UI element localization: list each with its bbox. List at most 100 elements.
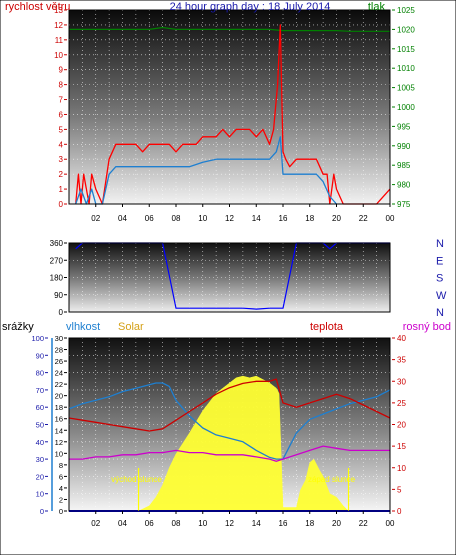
pressure-tick: 990 — [397, 142, 411, 151]
temperature-tick: 5 — [397, 485, 402, 494]
direction-plot-border — [68, 242, 391, 313]
time-tick-label: 00 — [386, 214, 395, 223]
direction-tick: 270 — [50, 256, 64, 265]
temperature-tick: 20 — [397, 421, 406, 430]
direction-tick: 180 — [50, 274, 64, 283]
wind-speed-tick: 0 — [59, 200, 64, 209]
temperature-tick: 40 — [397, 334, 406, 343]
chart-title: 24 hour graph day : 18 July 2014 — [170, 1, 331, 13]
wind-speed-tick: 12 — [54, 21, 63, 30]
humidity-tick: 6 — [59, 472, 63, 481]
time-tick-label: 08 — [172, 214, 181, 223]
wind-speed-label: rychlost větru — [5, 1, 70, 13]
rain-ticks: 0 10 20 30 40 50 60 70 80 90 100 — [31, 334, 48, 516]
wind-speed-tick: 1 — [59, 185, 64, 194]
compass-label: W — [436, 290, 447, 302]
solar-area — [138, 375, 350, 512]
humidity-tick: 12 — [55, 438, 63, 447]
temperature-tick: 10 — [397, 464, 406, 473]
rain-tick: 30 — [36, 455, 44, 464]
humidity-tick: 10 — [55, 449, 63, 458]
humidity-tick: 22 — [55, 380, 63, 389]
wind-speed-tick: 8 — [59, 81, 64, 90]
temperature-label: teplota — [310, 321, 344, 333]
time-tick-label: 10 — [198, 519, 207, 528]
time-tick-label: 04 — [118, 519, 127, 528]
rain-tick: 80 — [36, 369, 44, 378]
temperature-tick: 25 — [397, 399, 406, 408]
pressure-tick: 975 — [397, 200, 411, 209]
dewpoint-line — [69, 445, 390, 462]
time-tick-label: 12 — [225, 214, 234, 223]
wind-speed-tick: 13 — [54, 6, 63, 15]
humidity-tick: 18 — [55, 403, 63, 412]
time-tick-label: 14 — [252, 519, 261, 528]
compass-label: N — [436, 307, 444, 319]
rain-tick: 60 — [36, 403, 44, 412]
humidity-tick: 24 — [55, 369, 63, 378]
rain-tick: 40 — [36, 438, 44, 447]
humidity-tick: 30 — [55, 334, 63, 343]
time-tick-label: 00 — [386, 519, 395, 528]
sunrise-label: východ slunce — [111, 475, 162, 484]
pressure-tick: 1025 — [397, 6, 415, 15]
compass-label: E — [436, 255, 443, 267]
time-tick-label: 18 — [305, 214, 314, 223]
time-tick-label: 08 — [172, 519, 181, 528]
pressure-tick: 995 — [397, 122, 411, 131]
time-tick-label: 20 — [332, 214, 341, 223]
rain-tick: 100 — [31, 334, 44, 343]
wind-speed-tick: 9 — [59, 66, 64, 75]
time-tick-label: 16 — [279, 519, 288, 528]
pressure-ticks: 975 980 985 990 995 1000 1005 1010 1015 1020 1025 — [392, 6, 415, 209]
time-tick-label: 02 — [91, 519, 100, 528]
temperature-tick: 30 — [397, 377, 406, 386]
temperature-ticks: 0 5 10 15 20 25 30 35 40 — [392, 334, 406, 516]
humidity-line — [68, 382, 391, 460]
direction-tick: 0 — [59, 308, 64, 317]
time-tick-label: 02 — [91, 214, 100, 223]
time-tick-label: 12 — [225, 519, 234, 528]
wind-speed-tick: 5 — [59, 125, 64, 134]
temperature-tick: 35 — [397, 356, 406, 365]
humidity-tick: 0 — [59, 507, 63, 516]
pressure-tick: 1005 — [397, 84, 415, 93]
pressure-label: tlak — [368, 1, 386, 13]
compass-label: S — [436, 273, 443, 285]
temperature-tick: 15 — [397, 442, 406, 451]
rain-tick: 10 — [36, 490, 44, 499]
wind-speed-tick: 10 — [54, 51, 63, 60]
direction-gridlines — [69, 243, 390, 312]
solar-label: Solar — [118, 321, 144, 333]
pressure-tick: 1000 — [397, 103, 415, 112]
time-tick-label: 06 — [145, 214, 154, 223]
sunset-label: západ slunce — [308, 475, 356, 484]
wind-time-ticks: 02 04 06 08 10 12 14 16 18 20 22 00 — [91, 204, 395, 223]
time-tick-label: 18 — [305, 519, 314, 528]
wind-speed-tick: 2 — [59, 170, 64, 179]
wind-speed-tick: 11 — [55, 36, 64, 45]
humidity-tick: 8 — [59, 461, 63, 470]
wind-speed-tick: 4 — [59, 140, 64, 149]
pressure-tick: 980 — [397, 181, 411, 190]
wind-speed-tick: 6 — [59, 110, 64, 119]
compass-label: N — [436, 238, 444, 250]
pressure-tick: 1015 — [397, 45, 415, 54]
direction-degree-ticks: 0 90 180 270 360 — [50, 239, 67, 317]
humidity-tick: 2 — [59, 495, 63, 504]
rain-tick: 50 — [36, 421, 44, 430]
direction-tick: 90 — [54, 291, 63, 300]
pressure-tick: 985 — [397, 161, 411, 170]
time-tick-label: 16 — [279, 214, 288, 223]
time-tick-label: 06 — [145, 519, 154, 528]
humidity-label: vlhkost — [66, 321, 100, 333]
time-tick-label: 04 — [118, 214, 127, 223]
